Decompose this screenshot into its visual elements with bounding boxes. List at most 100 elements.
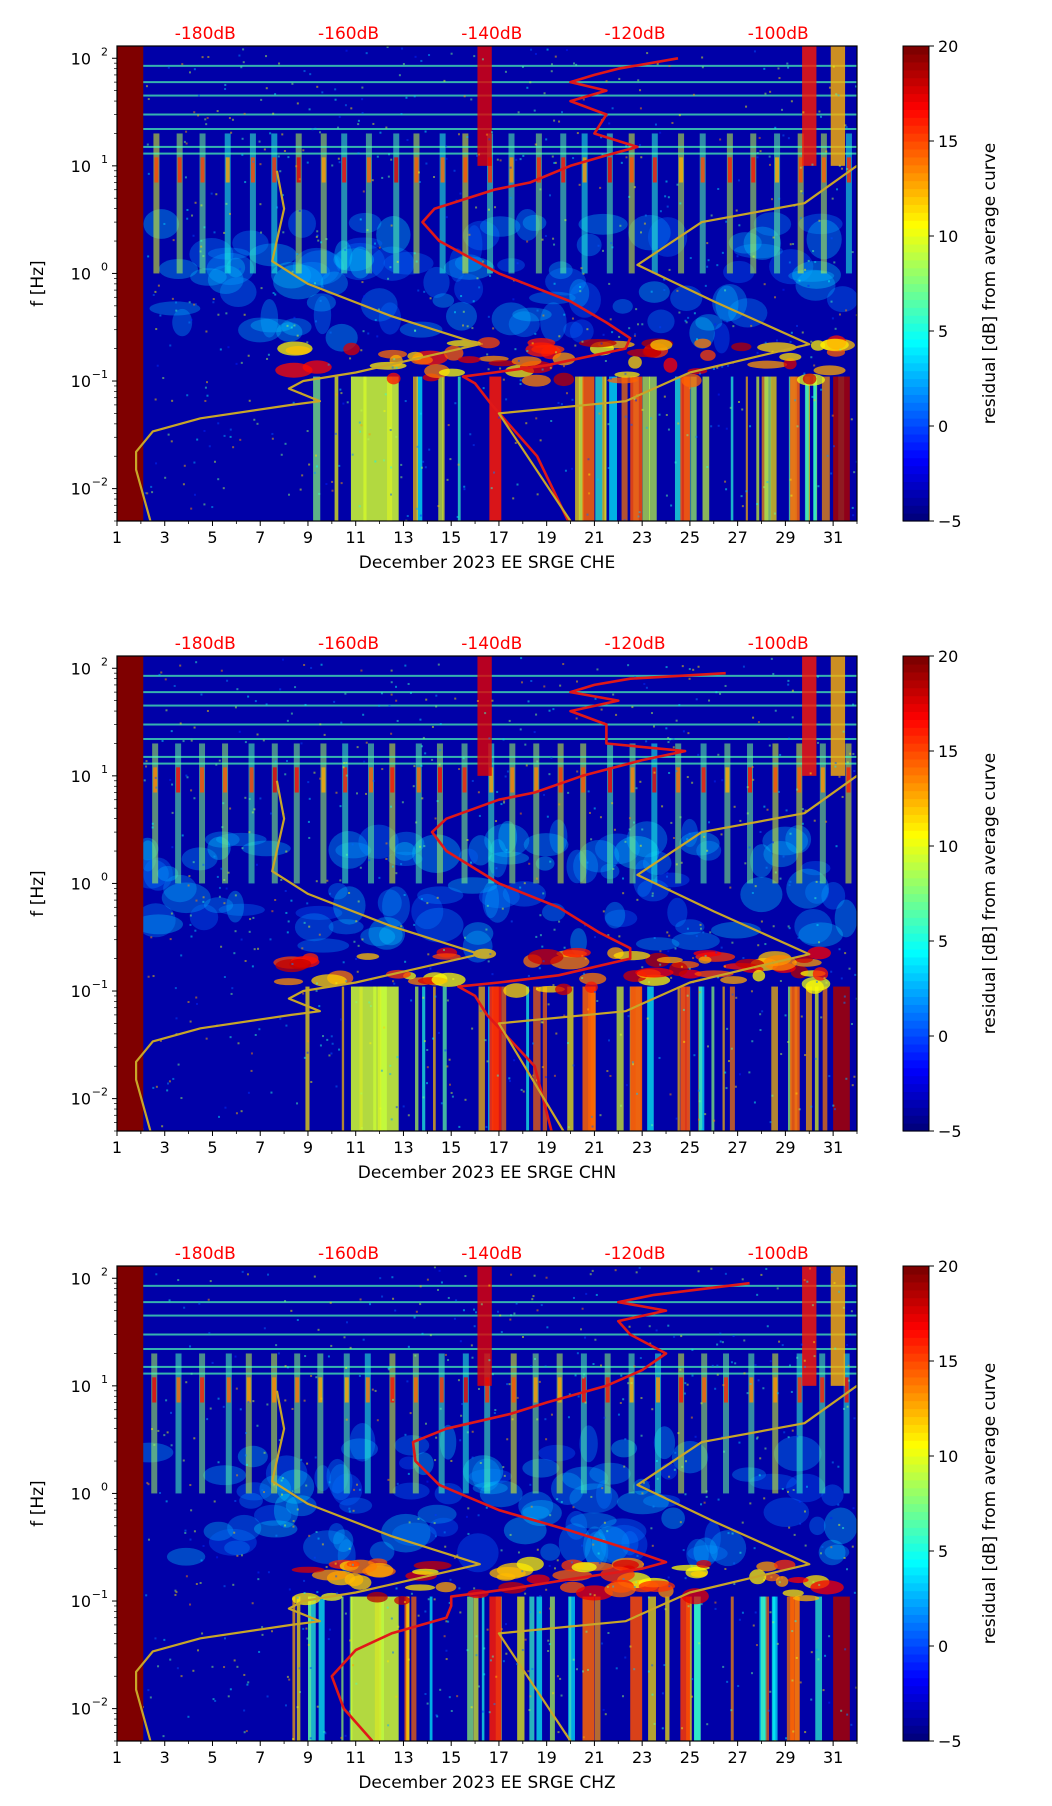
heatmap-speckle xyxy=(376,155,379,158)
heatmap-speckle xyxy=(693,312,696,315)
heatmap-cloud xyxy=(612,299,633,314)
heatmap-microseism xyxy=(435,1582,457,1593)
heatmap-speckle xyxy=(155,1085,158,1088)
heatmap-speckle xyxy=(635,399,638,402)
heatmap-hf-block xyxy=(802,46,817,166)
heatmap-speckle xyxy=(581,954,584,957)
heatmap-speckle xyxy=(833,1108,836,1111)
heatmap-speckle xyxy=(730,1709,733,1712)
heatmap-cloud xyxy=(617,1490,669,1515)
heatmap-speckle xyxy=(654,123,657,126)
heatmap-speckle xyxy=(783,1431,786,1434)
heatmap-speckle xyxy=(779,979,782,982)
heatmap-speckle xyxy=(811,395,814,398)
heatmap-speckle xyxy=(726,364,729,367)
heatmap-speckle xyxy=(855,1686,857,1689)
heatmap-speckle xyxy=(300,1458,303,1461)
colorbar-frame xyxy=(902,655,930,1132)
heatmap-speckle xyxy=(831,317,834,320)
x-tick-label: 9 xyxy=(303,528,313,547)
heatmap-speckle xyxy=(315,989,318,992)
heatmap-speckle xyxy=(340,392,343,395)
heatmap-speckle xyxy=(793,1533,796,1536)
heatmap-speckle xyxy=(542,892,545,895)
heatmap-microseism xyxy=(553,372,575,387)
y-tick-label: 10 xyxy=(71,1700,91,1719)
heatmap-speckle xyxy=(349,357,352,360)
heatmap-speckle xyxy=(296,1102,299,1105)
heatmap-cloud xyxy=(285,1495,317,1517)
heatmap-speckle xyxy=(197,114,200,117)
heatmap-speckle xyxy=(311,128,314,131)
heatmap-speckle xyxy=(193,461,196,464)
heatmap-speckle xyxy=(389,493,392,496)
heatmap-speckle xyxy=(588,492,591,495)
heatmap-speckle xyxy=(159,1492,162,1495)
heatmap-speckle xyxy=(686,994,689,997)
heatmap-speckle xyxy=(769,90,772,93)
heatmap-speckle xyxy=(500,803,503,806)
heatmap-speckle xyxy=(835,93,838,96)
heatmap-speckle xyxy=(190,1509,193,1512)
heatmap-speckle xyxy=(362,190,365,193)
heatmap-speckle xyxy=(425,162,428,165)
heatmap-speckle xyxy=(704,1113,707,1116)
heatmap-speckle xyxy=(279,688,282,691)
heatmap-streak xyxy=(702,1377,707,1403)
heatmap-speckle xyxy=(668,268,671,271)
heatmap-speckle xyxy=(681,1727,684,1730)
heatmap-speckle xyxy=(546,48,549,51)
heatmap-speckle xyxy=(533,1274,536,1277)
heatmap-speckle xyxy=(339,879,342,882)
heatmap-speckle xyxy=(603,1416,606,1419)
heatmap-speckle xyxy=(424,752,427,755)
heatmap-speckle xyxy=(277,1352,280,1355)
heatmap-speckle xyxy=(751,766,754,769)
heatmap-speckle xyxy=(314,320,317,323)
heatmap-speckle xyxy=(553,1074,556,1077)
heatmap-streak xyxy=(536,157,541,183)
heatmap-speckle xyxy=(256,733,259,736)
heatmap-band xyxy=(533,986,541,1131)
heatmap-speckle xyxy=(487,315,490,318)
colorbar-swatch xyxy=(903,1487,929,1497)
heatmap-speckle xyxy=(154,290,157,293)
heatmap-speckle xyxy=(230,131,233,134)
heatmap-streak xyxy=(772,743,779,884)
heatmap-speckle xyxy=(160,671,163,674)
heatmap-speckle xyxy=(541,238,544,241)
heatmap-streak xyxy=(439,1377,444,1403)
heatmap-speckle xyxy=(691,1695,694,1698)
heatmap-speckle xyxy=(386,46,389,49)
heatmap-speckle xyxy=(491,131,494,134)
heatmap-speckle xyxy=(360,1126,363,1129)
heatmap-speckle xyxy=(739,819,742,822)
heatmap-speckle xyxy=(193,726,196,729)
heatmap-speckle xyxy=(729,886,732,889)
heatmap-speckle xyxy=(327,1638,330,1641)
heatmap-speckle xyxy=(682,1549,685,1552)
heatmap-speckle xyxy=(350,107,353,110)
colorbar-swatch xyxy=(903,1558,929,1568)
heatmap-hline xyxy=(141,145,857,148)
heatmap-speckle xyxy=(796,788,799,791)
heatmap-speckle xyxy=(548,1607,551,1610)
heatmap-speckle xyxy=(535,713,538,716)
heatmap-speckle xyxy=(424,1610,427,1613)
heatmap-speckle xyxy=(849,1283,852,1286)
heatmap-speckle xyxy=(163,1638,166,1641)
heatmap-speckle xyxy=(427,1598,430,1601)
heatmap-speckle xyxy=(422,996,425,999)
colorbar-frame xyxy=(902,45,930,522)
heatmap-microseism xyxy=(562,947,591,958)
heatmap-cloud xyxy=(166,1547,206,1566)
heatmap-speckle xyxy=(521,1570,524,1573)
heatmap-speckle xyxy=(296,1508,299,1511)
heatmap-speckle xyxy=(327,1355,330,1358)
heatmap-speckle xyxy=(189,1020,192,1023)
heatmap-speckle xyxy=(331,164,334,167)
heatmap-speckle xyxy=(781,1344,784,1347)
heatmap-cloud xyxy=(565,1510,588,1540)
heatmap-speckle xyxy=(344,692,347,695)
heatmap-speckle xyxy=(320,1397,323,1400)
